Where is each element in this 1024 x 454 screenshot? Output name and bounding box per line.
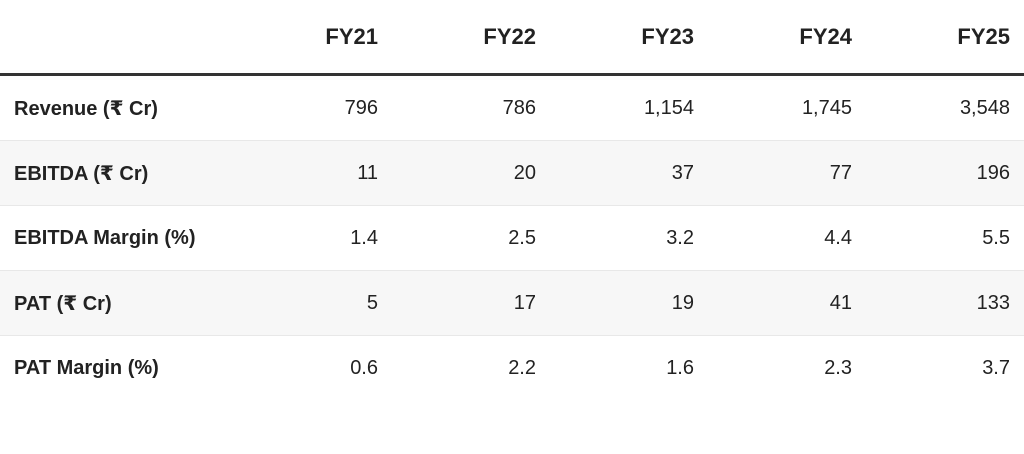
value-cell: 37 bbox=[550, 140, 708, 206]
column-header: FY24 bbox=[708, 0, 866, 76]
corner-cell bbox=[0, 0, 234, 76]
value-cell: 2.2 bbox=[508, 356, 536, 379]
value-cell: 5.5 bbox=[866, 205, 1024, 271]
table-row: EBITDA Margin (%) 1.4 2.5 3.2 4.4 5.5 bbox=[0, 205, 1024, 271]
table-row: PAT (₹ Cr) 5 17 19 41 133 bbox=[0, 270, 1024, 336]
value-cell: 17 bbox=[392, 270, 550, 336]
value-cell: 3.7 bbox=[982, 356, 1010, 379]
table-header: FY21 FY22 FY23 FY24 FY25 bbox=[0, 0, 1024, 76]
value-cell: 1,745 bbox=[708, 74, 866, 141]
row-label: PAT (₹ Cr) bbox=[0, 270, 234, 336]
value-cell: 19 bbox=[550, 270, 708, 336]
column-header: FY22 bbox=[392, 0, 550, 76]
value-cell: 3.2 bbox=[550, 205, 708, 271]
column-header: FY21 bbox=[234, 0, 392, 76]
value-cell: 2.3 bbox=[824, 356, 852, 379]
value-cell: 0.6 bbox=[350, 356, 378, 379]
table-row: PAT Margin (%) 0.6 2.2 1.6 2.3 3.7 bbox=[0, 336, 1024, 401]
row-label: EBITDA (₹ Cr) bbox=[0, 140, 234, 206]
row-label: Revenue (₹ Cr) bbox=[0, 74, 234, 141]
value-cell: 1.4 bbox=[234, 205, 392, 271]
value-cell: 2.5 bbox=[392, 205, 550, 271]
value-cell: 5 bbox=[234, 270, 392, 336]
value-cell: 20 bbox=[392, 140, 550, 206]
financial-table: FY21 FY22 FY23 FY24 FY25 Revenue (₹ Cr) 796 78… bbox=[0, 0, 1024, 401]
value-cell: 1.6 bbox=[666, 356, 694, 379]
value-cell: 196 bbox=[866, 140, 1024, 206]
row-label: EBITDA Margin (%) bbox=[0, 205, 234, 271]
value-cell: 3,548 bbox=[866, 74, 1024, 141]
header-row: FY21 FY22 FY23 FY24 FY25 bbox=[0, 0, 1024, 76]
value-cell: 133 bbox=[866, 270, 1024, 336]
value-cell: 77 bbox=[708, 140, 866, 206]
value-cell: 1,154 bbox=[550, 74, 708, 141]
column-header: FY25 bbox=[866, 0, 1024, 76]
value-cell: 786 bbox=[392, 74, 550, 141]
table-row: EBITDA (₹ Cr) 11 20 37 77 196 bbox=[0, 140, 1024, 206]
row-label: PAT Margin (%) bbox=[14, 356, 159, 379]
value-cell: 11 bbox=[234, 140, 392, 206]
table-body: Revenue (₹ Cr) 796 786 1,154 1,745 3,548 EBITD… bbox=[0, 74, 1024, 401]
value-cell: 4.4 bbox=[708, 205, 866, 271]
table-row: Revenue (₹ Cr) 796 786 1,154 1,745 3,548 bbox=[0, 74, 1024, 141]
column-header: FY23 bbox=[550, 0, 708, 76]
value-cell: 796 bbox=[234, 74, 392, 141]
value-cell: 41 bbox=[708, 270, 866, 336]
